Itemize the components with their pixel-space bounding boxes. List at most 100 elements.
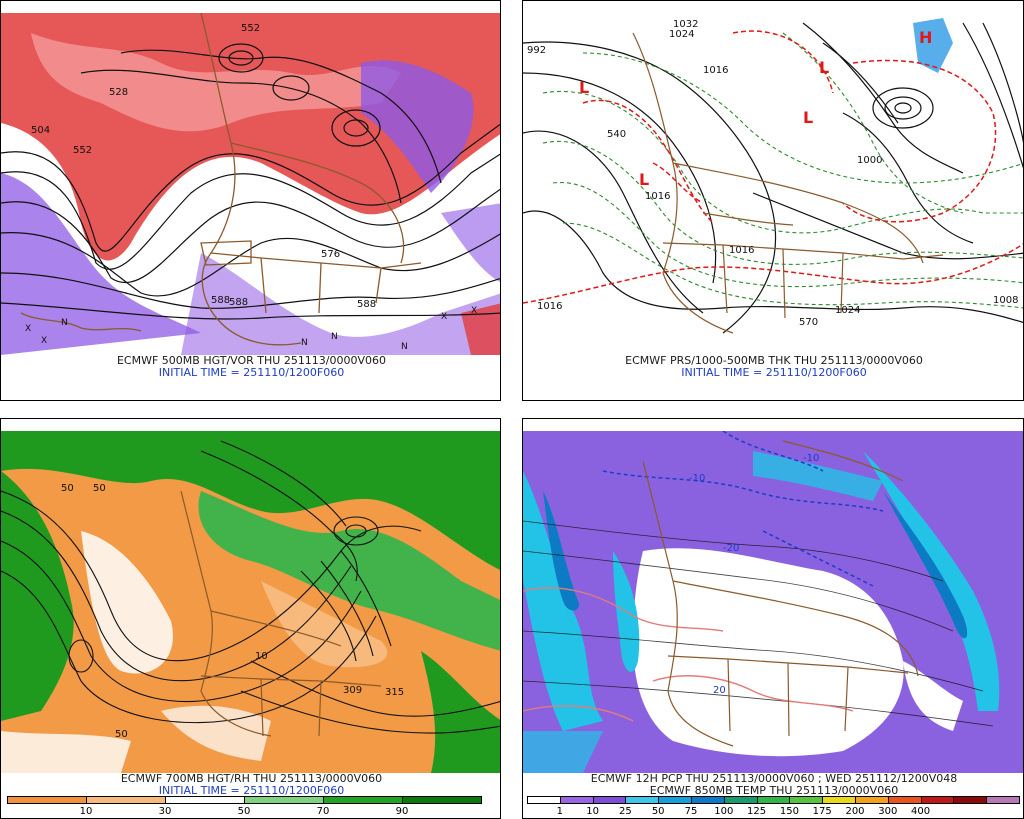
panel-700mb-caption: ECMWF 700MB HGT/RH THU 251113/0000V060 I… [1,772,500,797]
contour-label: 552 [241,23,260,34]
map-symbol: N [61,318,68,328]
colorbar-swatch [855,796,889,804]
contour-label: 10 [255,651,268,662]
caption-line1: ECMWF PRS/1000-500MB THK THU 251113/0000… [625,354,923,367]
map-symbol: X [441,312,447,322]
contour-label: 1016 [729,245,754,256]
contour-label: 50 [93,483,106,494]
contour-label: 528 [109,87,128,98]
pressure-center: L [803,108,813,127]
colorbar-tick-label: 10 [586,806,599,817]
contour-label: 309 [343,685,362,696]
contour-label: 588 [357,299,376,310]
temp-label: 20 [713,685,726,696]
colorbar-swatch [559,796,594,804]
caption-line2: INITIAL TIME = 251110/1200F060 [158,366,345,379]
temp-label: -20 [723,543,739,554]
colorbar-tick-label: 400 [911,806,931,817]
colorbar-swatch [592,796,627,804]
colorbar-tick-label: 50 [237,806,251,817]
contour-label: 50 [115,729,128,740]
colorbar-swatch [625,796,660,804]
colorbar-tick-label: 100 [714,806,734,817]
temp-label: -10 [689,473,705,484]
contour-label: 1008 [993,295,1018,306]
map-symbol: X [41,336,47,346]
panel-pcp-caption: ECMWF 12H PCP THU 251113/0000V060 ; WED … [523,772,1023,797]
colorbar-swatch [887,796,922,804]
caption-line1: ECMWF 12H PCP THU 251113/0000V060 ; WED … [590,772,958,785]
colorbar-swatch [723,796,758,804]
panel-prs-thk: 1032 1024 992 1016 1000 1016 1016 1024 540 570 101… [522,0,1024,401]
contour-label: 50 [61,483,74,494]
map-symbol: X [471,306,477,316]
colorbar-swatch [244,796,324,804]
contour-label: 315 [385,687,404,698]
colorbar-tick-label: 90 [395,806,409,817]
contour-label: 1000 [857,155,882,166]
map-symbol: N [301,338,308,348]
caption-line2: ECMWF 850MB TEMP THU 251113/0000V060 [649,784,899,797]
contour-label: 540 [607,129,626,140]
contour-label: 504 [31,125,50,136]
colorbar-tick-label: 30 [158,806,172,817]
caption-line2: INITIAL TIME = 251110/1200F060 [681,366,867,379]
colorbar-tick-label: 10 [79,806,93,817]
colorbar-swatch [691,796,725,804]
caption-line1: ECMWF 500MB HGT/VOR THU 251113/0000V060 [116,354,387,367]
colorbar-swatch [527,796,561,804]
map-symbol: N [401,342,408,352]
contour-label: 588 [229,297,248,308]
colorbar-swatch [986,796,1020,804]
pressure-center: L [819,58,829,77]
map-700mb-hgt-rh: 309 315 50 50 50 10 [1,431,500,773]
map-symbol: X [25,324,31,334]
caption-line2: INITIAL TIME = 251110/1200F060 [158,784,345,797]
colorbar-swatch [789,796,824,804]
colorbar-swatch [953,796,988,804]
colorbar-tick-label: 300 [878,806,898,817]
panel-700mb: 309 315 50 50 50 10 ECMWF 700MB HGT/RH THU 25… [0,418,501,819]
colorbar-precip: 1 10 25 50 75 100 125 150 175 200 300 400 [527,796,1020,818]
map-symbol: N [331,332,338,342]
map-prs-1000-500-thk: 1032 1024 992 1016 1000 1016 1016 1024 540 570 101… [523,13,1023,355]
pressure-center: L [639,170,649,189]
colorbar-tick-label: 1 [556,806,563,817]
contour-label: 1016 [703,65,728,76]
panel-pcp-850: -10 -10 -20 20 ECMWF 12H PCP THU 251113/000… [522,418,1024,819]
contour-label: 1016 [645,191,670,202]
contour-label: 576 [321,249,340,260]
contour-label: 992 [527,45,546,56]
contour-label: 1016 [537,301,562,312]
contour-label: 588 [211,295,230,306]
colorbar-tick-label: 70 [316,806,330,817]
map-12h-pcp-850-temp: -10 -10 -20 20 [523,431,1023,773]
colorbar-rh: 10 30 50 70 90 [7,796,482,818]
colorbar-swatch [756,796,791,804]
colorbar-tick-label: 200 [845,806,865,817]
colorbar-swatch [822,796,856,804]
colorbar-swatch [323,796,403,804]
colorbar-swatch [402,796,482,804]
contour-label: 1024 [669,29,694,40]
colorbar-tick-label: 175 [812,806,832,817]
contour-label: 552 [73,145,92,156]
colorbar-swatch [86,796,166,804]
colorbar-swatch [658,796,692,804]
contour-label: 570 [799,317,818,328]
colorbar-tick-label: 50 [651,806,665,817]
colorbar-swatch [920,796,955,804]
caption-line1: ECMWF 700MB HGT/RH THU 251113/0000V060 [120,772,383,785]
temp-label: -10 [803,453,819,464]
panel-prs-caption: ECMWF PRS/1000-500MB THK THU 251113/0000… [523,354,1023,379]
colorbar-tick-label: 150 [779,806,799,817]
colorbar-tick-label: 125 [747,806,767,817]
colorbar-tick-label: 25 [619,806,632,817]
colorbar-swatch [7,796,87,804]
colorbar-tick-label: 75 [684,806,698,817]
contour-label: 1032 [673,19,698,30]
pressure-center: H [919,28,932,47]
pressure-center: L [579,78,589,97]
